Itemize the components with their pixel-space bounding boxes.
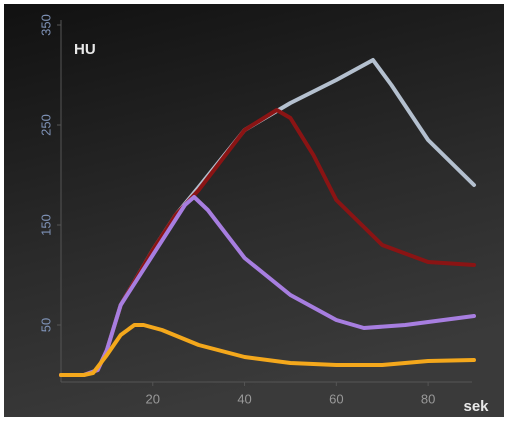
- x-tick-label: 20: [146, 391, 160, 406]
- x-axis-label: sek: [463, 398, 489, 415]
- y-tick-label: 350: [38, 14, 53, 36]
- y-tick-label: 150: [38, 214, 53, 236]
- series-line: [59, 323, 476, 377]
- y-tick-label: 250: [38, 114, 53, 136]
- x-tick-label: 80: [421, 391, 435, 406]
- y-tick-label: 50: [38, 318, 53, 332]
- background: [4, 4, 504, 417]
- y-axis-label: HU: [74, 41, 96, 58]
- x-tick-label: 60: [329, 391, 343, 406]
- x-tick-label: 40: [237, 391, 251, 406]
